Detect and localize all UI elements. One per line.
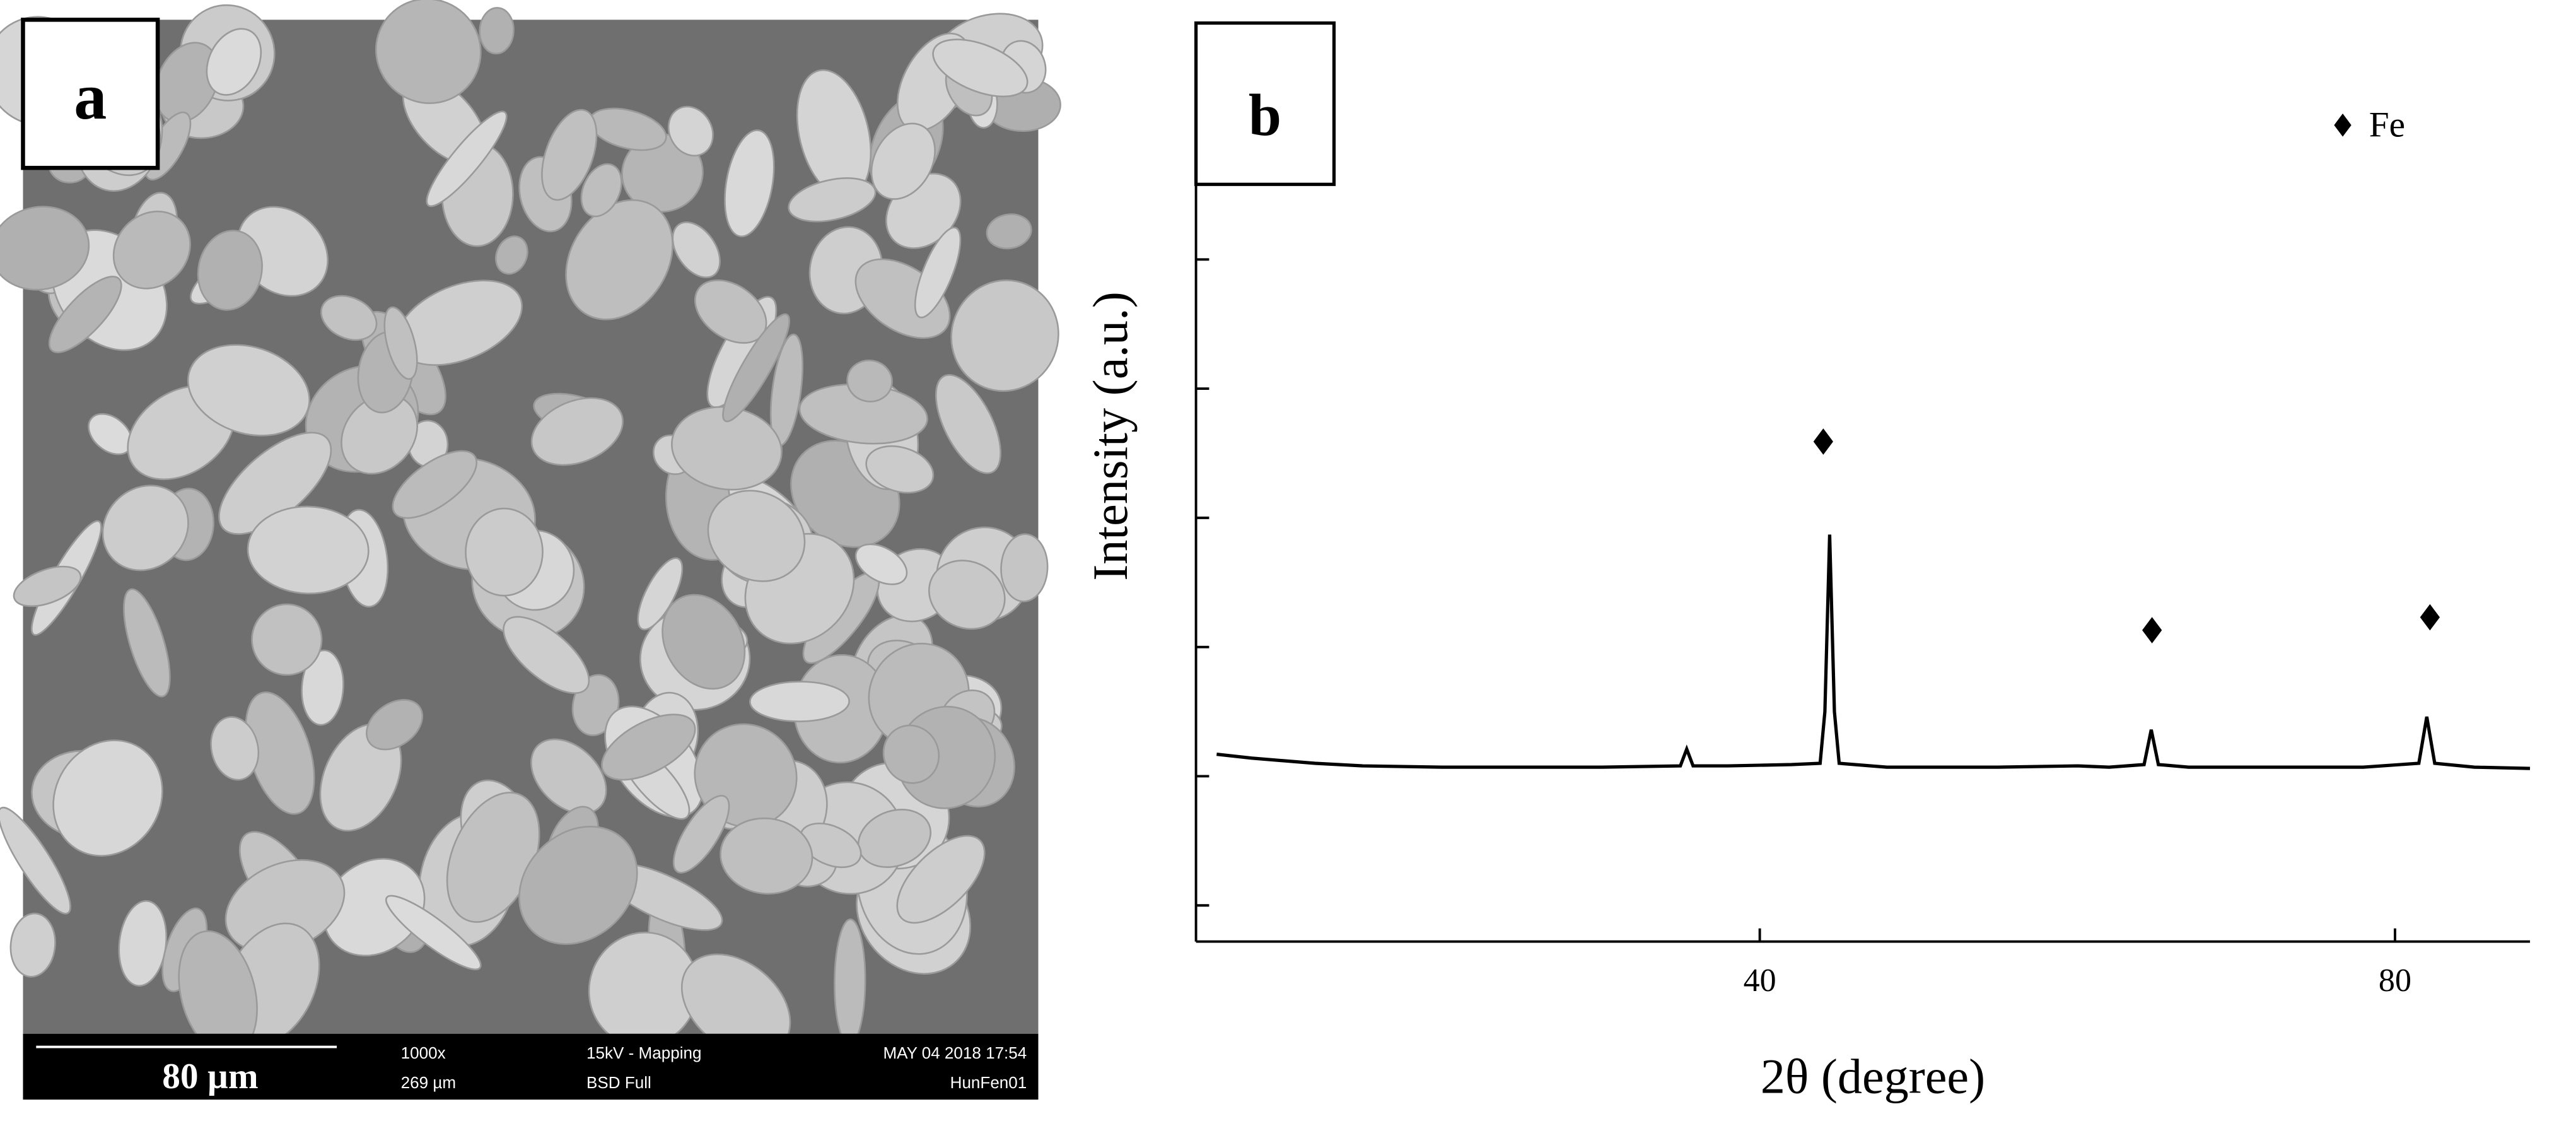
particle [986,213,1032,250]
detector: BSD Full [586,1073,651,1092]
particle [495,235,528,275]
particle [870,122,936,200]
particle [950,279,1059,392]
particle [928,560,1006,630]
particle [112,210,191,290]
particle [749,681,850,722]
panel-label: a [74,60,107,133]
particle [530,738,607,814]
sample: HunFen01 [950,1073,1027,1092]
scale-label: 80 µm [162,1057,258,1096]
particle [426,110,508,208]
particle [1000,533,1049,602]
particle [210,716,260,781]
particle [865,445,935,494]
peak-marker [2420,604,2440,631]
particle [0,206,90,291]
date: MAY 04 2018 17:54 [883,1043,1027,1062]
particle [503,616,590,695]
particle [102,484,189,572]
particle [123,588,171,698]
particle [0,806,71,915]
sem-panel: 80 µm 1000x 269 µm 15kV - Mapping BSD Fu… [0,0,1061,1100]
particle [375,0,482,104]
xrd-line [1216,534,2531,770]
particle [206,28,262,96]
particle [301,649,344,726]
x-tick-label: 80 [2379,963,2411,999]
particle [518,826,638,945]
particle [565,199,673,320]
particle [914,226,962,319]
x-tick-label: 40 [1744,963,1776,999]
particle [788,177,877,223]
particle [601,713,696,781]
panel-label: b [1249,83,1281,148]
particle [530,397,624,466]
particle [9,912,56,978]
particle [251,603,323,676]
particle [637,557,684,631]
field-width: 269 µm [401,1073,456,1092]
particle [385,895,482,970]
particle [854,543,908,585]
magnification: 1000x [401,1043,446,1062]
particle [383,306,418,380]
particle [672,795,730,874]
particle [722,313,790,423]
x-axis-label: 2θ (degree) [1761,1049,1985,1104]
particle [672,221,721,279]
particle [834,919,866,1046]
particle [724,129,775,238]
particle [48,276,122,353]
xrd-chart: b 2θ (degree) Intensity (a.u.) 40 80 Fe [1083,21,2531,1104]
particle [479,7,515,55]
particle [541,109,598,201]
particle [935,374,1001,474]
particles [0,0,1061,1057]
particle [667,105,714,157]
particle [52,739,163,857]
particle [580,163,622,218]
particle [661,594,746,690]
particle [720,817,813,895]
particle [247,505,370,595]
panel-label-box [21,18,160,170]
panel-label-box [1194,21,1336,186]
particle [341,394,418,475]
voltage: 15kV - Mapping [586,1043,701,1062]
particle [896,835,986,924]
info-bar [23,1033,1039,1100]
particle [465,507,544,597]
particle [846,360,893,402]
y-axis-label: Intensity (a.u.) [1083,291,1138,581]
particle [932,38,1029,98]
particle [320,295,378,341]
legend-label: Fe [2369,105,2405,145]
particle [187,344,310,437]
particle [197,230,263,311]
particle [707,490,806,582]
particle [882,724,940,784]
particle [366,699,424,751]
peak-marker [1813,428,1834,455]
particle [13,565,82,607]
particle [392,450,478,519]
legend-marker [2334,114,2352,137]
peak-marker [2142,617,2162,643]
particle [323,858,426,957]
